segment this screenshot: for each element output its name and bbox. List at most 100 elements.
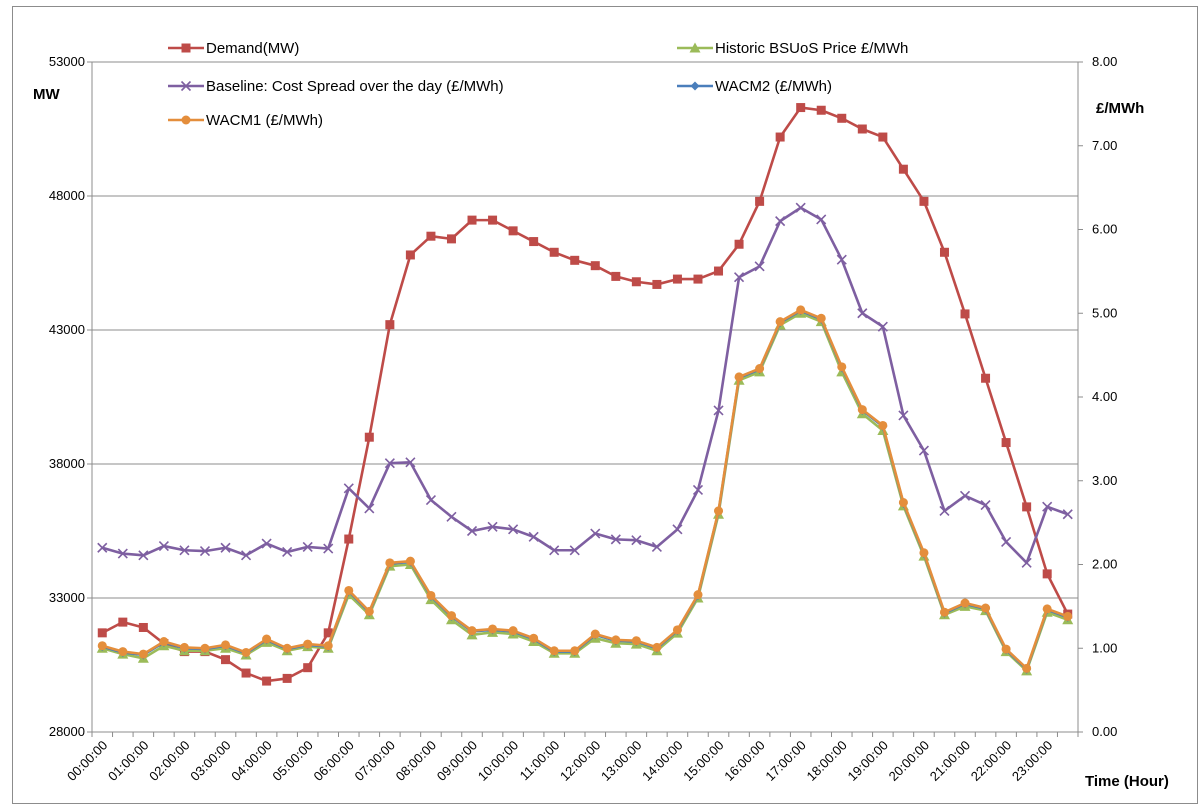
- data-point: [364, 503, 375, 514]
- data-point: [857, 124, 867, 134]
- data-point: [446, 234, 456, 244]
- data-point: [344, 585, 354, 595]
- data-point: [755, 364, 765, 374]
- legend-item: Baseline: Cost Spread over the day (£/MW…: [168, 78, 504, 95]
- data-point: [857, 308, 868, 319]
- data-point: [200, 643, 210, 653]
- series-3: [97, 202, 1073, 568]
- legend-item: WACM2 (£/MWh): [677, 78, 832, 95]
- data-point: [652, 279, 662, 289]
- y-right-tick-label: 7.00: [1092, 138, 1117, 153]
- y-left-tick-label: 53000: [49, 54, 85, 69]
- y-right-tick-label: 0.00: [1092, 724, 1117, 739]
- data-point: [1001, 536, 1012, 547]
- data-point: [672, 625, 682, 635]
- series-1: [97, 103, 1073, 686]
- x-axis-title: Time (Hour): [1085, 773, 1169, 790]
- data-point: [610, 534, 621, 545]
- data-point: [179, 642, 189, 652]
- data-point: [261, 538, 272, 549]
- data-point: [240, 550, 252, 561]
- y-axis-left-title: MW: [33, 86, 60, 103]
- data-point: [323, 641, 333, 651]
- data-point: [570, 255, 580, 265]
- data-point: [467, 626, 477, 636]
- data-point: [508, 226, 518, 236]
- data-point: [323, 543, 334, 554]
- data-point: [611, 635, 621, 645]
- data-point: [796, 305, 806, 315]
- data-point: [1042, 604, 1052, 614]
- y-axis-right-tick-labels: 0.00 1.00 2.00 3.00 4.00 5.00 6.00 7.00 8.00: [1092, 54, 1117, 739]
- y-axis-left-tick-labels: 28000 33000 38000 43000 48000 53000: [49, 54, 85, 739]
- data-point: [159, 637, 169, 647]
- data-point: [262, 634, 272, 644]
- data-point: [97, 542, 108, 553]
- data-point: [323, 628, 333, 638]
- data-point: [446, 511, 457, 522]
- data-point: [487, 521, 498, 532]
- legend-item: Historic BSUoS Price £/MWh: [677, 40, 908, 57]
- data-point: [138, 622, 148, 632]
- data-point: [282, 546, 293, 558]
- chart-area-border: [12, 6, 1198, 804]
- y-left-tick-label: 48000: [49, 188, 85, 203]
- axes: [91, 62, 1079, 737]
- data-point: [467, 215, 477, 225]
- data-point: [1063, 611, 1073, 621]
- data-point: [405, 250, 415, 260]
- data-point: [221, 640, 231, 650]
- data-point: [138, 550, 149, 561]
- data-point: [158, 541, 169, 552]
- data-point: [651, 541, 662, 552]
- data-point: [631, 277, 641, 287]
- data-point: [919, 548, 929, 558]
- data-point: [529, 633, 539, 643]
- data-point: [692, 484, 704, 496]
- data-point: [898, 164, 908, 174]
- data-point: [97, 641, 107, 651]
- data-point: [878, 420, 888, 430]
- data-point: [714, 506, 724, 516]
- data-point: [117, 548, 128, 559]
- data-point: [1021, 557, 1032, 568]
- data-point: [97, 628, 107, 638]
- data-point: [690, 81, 700, 91]
- data-point: [611, 271, 621, 281]
- y-right-tick-label: 4.00: [1092, 389, 1117, 404]
- data-point: [1001, 644, 1011, 654]
- data-point: [590, 528, 601, 539]
- data-point: [446, 611, 456, 621]
- data-point: [364, 432, 374, 442]
- data-point: [939, 607, 949, 617]
- data-point: [959, 490, 971, 501]
- data-point: [384, 458, 395, 469]
- data-point: [837, 113, 847, 123]
- data-point: [405, 556, 415, 566]
- series-line: [101, 206, 1069, 565]
- data-point: [734, 239, 744, 249]
- data-point: [569, 545, 580, 556]
- legend-label: WACM2 (£/MWh): [715, 78, 832, 95]
- data-point: [960, 598, 970, 608]
- y-left-tick-label: 33000: [49, 590, 85, 605]
- y-right-tick-label: 5.00: [1092, 305, 1117, 320]
- data-point: [693, 590, 703, 600]
- data-point: [939, 505, 950, 516]
- data-point: [775, 317, 785, 327]
- data-point: [693, 274, 703, 284]
- data-point: [221, 655, 231, 665]
- data-point: [857, 405, 867, 415]
- data-point: [713, 405, 724, 416]
- data-point: [631, 535, 642, 546]
- data-point: [570, 646, 580, 656]
- data-point: [836, 254, 847, 265]
- data-point: [775, 216, 786, 227]
- data-point: [796, 103, 806, 113]
- data-point: [1001, 438, 1011, 448]
- data-point: [652, 642, 662, 652]
- data-point: [529, 237, 539, 247]
- data-point: [344, 534, 354, 544]
- data-point: [590, 629, 600, 639]
- data-point: [508, 626, 518, 636]
